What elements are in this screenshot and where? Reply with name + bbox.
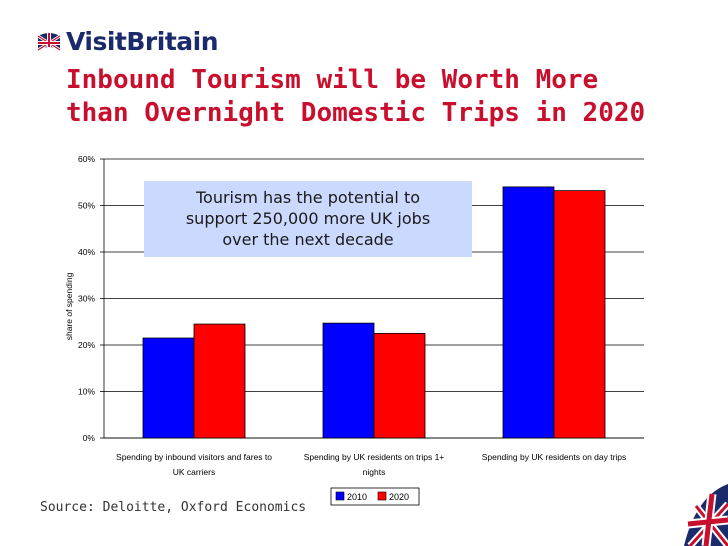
legend-label-2020: 2020 [389,492,409,502]
bar-2010 [502,186,555,439]
x-category-label: Spending by UK residents on day trips [482,452,627,462]
legend-swatch-2010 [335,491,345,501]
bar-2020 [553,190,606,439]
bar-2020 [373,332,426,439]
page-title: Inbound Tourism will be Worth More than … [66,64,706,130]
y-tick-label: 20% [78,340,95,350]
callout-line-2: support 250,000 more UK jobs [185,209,431,228]
callout-line-1: Tourism has the potential to [195,188,421,207]
x-category-label: Spending by UK residents on trips 1+ [304,452,445,462]
y-tick-label: 40% [78,247,95,257]
y-tick-label: 60% [78,154,95,164]
bar-2010 [322,322,375,439]
y-tick-label: 10% [78,387,95,397]
callout-line-3: over the next decade [222,230,394,249]
x-category-label: Spending by inbound visitors and fares t… [116,452,272,462]
title-line-2: than Overnight Domestic Trips in 2020 [66,98,646,128]
brand-name: VisitBritain [66,26,219,56]
bar-2010 [142,337,195,439]
bar-2020 [193,323,246,439]
brand-logo: VisitBritain [36,26,219,56]
legend-swatch-2020 [377,491,387,501]
x-category-label: UK carriers [173,467,216,477]
legend-box [330,487,420,506]
x-category-label: nights [363,467,386,477]
source-note: Source: Deloitte, Oxford Economics [40,500,307,515]
legend-label-2010: 2010 [347,492,367,502]
union-jack-corner-icon [684,484,728,546]
y-tick-label: 30% [78,294,95,304]
union-jack-icon [37,33,61,52]
y-tick-label: 0% [83,433,96,443]
title-line-1: Inbound Tourism will be Worth More [66,65,599,95]
y-axis-label: share of spending [64,272,74,340]
y-tick-label: 50% [78,201,95,211]
jobs-callout: Tourism has the potential to support 250… [144,181,472,257]
